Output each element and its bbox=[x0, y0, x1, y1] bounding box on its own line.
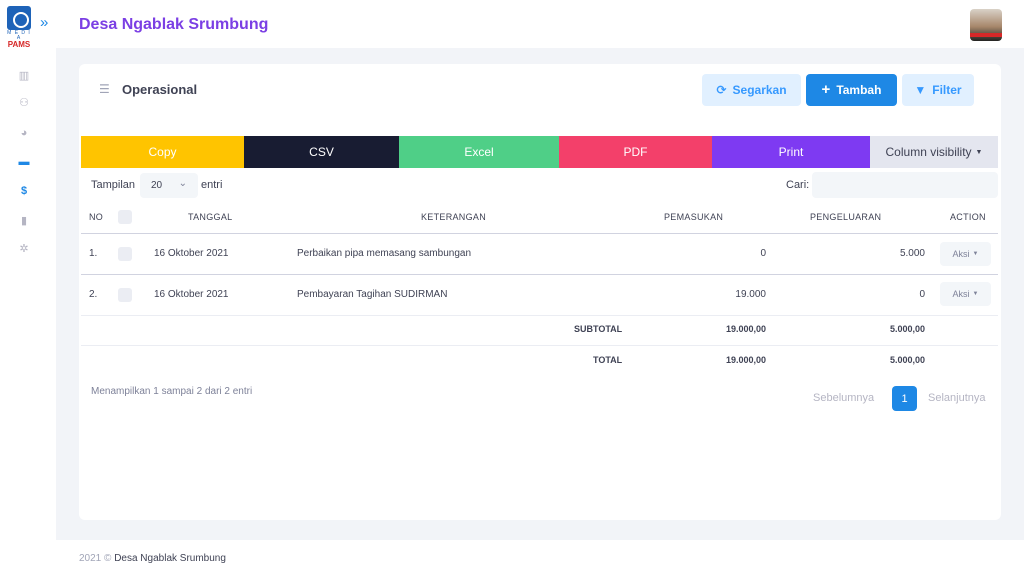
length-value: 20 bbox=[151, 180, 163, 191]
page-1-button[interactable]: 1 bbox=[892, 386, 917, 411]
operasional-card: ☰ Operasional ⟳ Segarkan + Tambah ▼ Filt… bbox=[79, 64, 1001, 520]
header-description: KETERANGAN bbox=[421, 212, 487, 222]
card-icon[interactable]: ▬ bbox=[18, 156, 30, 168]
select-all-checkbox[interactable] bbox=[118, 210, 132, 224]
excel-button[interactable]: Excel bbox=[399, 136, 559, 168]
row-divider bbox=[81, 315, 998, 316]
row-income: 0 bbox=[760, 248, 766, 259]
plus-icon: + bbox=[821, 81, 831, 98]
subtotal-expense: 5.000,00 bbox=[889, 324, 925, 334]
copyright-symbol: © bbox=[104, 553, 112, 564]
row-checkbox[interactable] bbox=[118, 288, 132, 302]
filter-icon: ▼ bbox=[914, 83, 927, 97]
header-date: TANGGAL bbox=[188, 212, 233, 222]
subtotal-divider bbox=[81, 345, 998, 346]
users-icon[interactable]: ⚇ bbox=[19, 97, 29, 109]
length-label: Tampilan bbox=[91, 179, 136, 191]
add-label: Tambah bbox=[836, 83, 882, 97]
refresh-icon: ⟳ bbox=[716, 83, 727, 97]
caret-down-icon: ▼ bbox=[972, 251, 979, 257]
filter-label: Filter bbox=[932, 83, 962, 97]
list-icon: ☰ bbox=[99, 82, 110, 96]
dollar-icon[interactable]: $ bbox=[20, 185, 28, 197]
sidebar: M E D I A PAMS » ▥ ⚇ ◕ ▬ $ ▮ ✲ bbox=[0, 0, 56, 576]
header-no: NO bbox=[89, 212, 104, 222]
footer-year: 2021 bbox=[79, 553, 102, 564]
total-expense: 5.000,00 bbox=[889, 355, 925, 365]
prev-page-button[interactable]: Sebelumnya bbox=[813, 392, 875, 404]
row-divider bbox=[81, 274, 998, 275]
row-date: 16 Oktober 2021 bbox=[154, 248, 229, 259]
caret-down-icon: ▼ bbox=[975, 148, 983, 156]
pdf-button[interactable]: PDF bbox=[559, 136, 712, 168]
user-avatar[interactable] bbox=[970, 9, 1002, 41]
subtotal-income: 19.000,00 bbox=[725, 324, 766, 334]
footer-name[interactable]: Desa Ngablak Srumbung bbox=[114, 553, 226, 564]
row-date: 16 Oktober 2021 bbox=[154, 289, 229, 300]
row-action-button[interactable]: Aksi ▼ bbox=[940, 242, 991, 266]
row-no: 2. bbox=[89, 289, 98, 300]
filter-button[interactable]: ▼ Filter bbox=[902, 74, 974, 106]
csv-button[interactable]: CSV bbox=[244, 136, 399, 168]
file-icon[interactable]: ▮ bbox=[20, 215, 28, 227]
length-suffix: entri bbox=[201, 179, 223, 191]
total-label: TOTAL bbox=[593, 355, 623, 365]
header-action: ACTION bbox=[950, 212, 986, 222]
footer-text: 2021 © Desa Ngablak Srumbung bbox=[79, 553, 226, 564]
row-checkbox[interactable] bbox=[118, 247, 132, 261]
column-visibility-button[interactable]: Column visibility ▼ bbox=[870, 136, 998, 168]
page-title: Desa Ngablak Srumbung bbox=[79, 16, 269, 33]
next-page-button[interactable]: Selanjutnya bbox=[928, 392, 986, 404]
add-button[interactable]: + Tambah bbox=[806, 74, 897, 106]
app-logo[interactable]: M E D I A PAMS bbox=[6, 6, 32, 49]
refresh-label: Segarkan bbox=[732, 83, 787, 97]
row-expense: 0 bbox=[919, 289, 925, 300]
row-income: 19.000 bbox=[735, 289, 766, 300]
copy-button[interactable]: Copy bbox=[81, 136, 244, 168]
footer: 2021 © Desa Ngablak Srumbung bbox=[56, 540, 1024, 576]
gear-icon[interactable]: ✲ bbox=[19, 243, 29, 255]
dashboard-icon[interactable]: ◕ bbox=[20, 127, 28, 139]
row-action-button[interactable]: Aksi ▼ bbox=[940, 282, 991, 306]
logo-emblem-icon bbox=[7, 6, 31, 30]
double-chevron-right-icon[interactable]: » bbox=[40, 14, 49, 31]
row-no: 1. bbox=[89, 248, 98, 259]
refresh-button[interactable]: ⟳ Segarkan bbox=[702, 74, 801, 106]
top-header: Desa Ngablak Srumbung bbox=[56, 0, 1024, 48]
length-select[interactable]: 20 ⌄ bbox=[140, 173, 198, 198]
search-input[interactable] bbox=[812, 172, 998, 198]
row-action-label: Aksi bbox=[952, 289, 970, 299]
row-expense: 5.000 bbox=[899, 248, 925, 259]
row-action-label: Aksi bbox=[952, 249, 970, 259]
column-visibility-label: Column visibility bbox=[885, 145, 972, 159]
subtotal-label: SUBTOTAL bbox=[574, 324, 623, 334]
chevron-down-icon: ⌄ bbox=[178, 178, 187, 189]
row-description: Perbaikan pipa memasang sambungan bbox=[297, 248, 471, 259]
print-button[interactable]: Print bbox=[712, 136, 870, 168]
logo-text: PAMS bbox=[7, 40, 31, 49]
caret-down-icon: ▼ bbox=[972, 291, 979, 297]
header-income: PEMASUKAN bbox=[664, 212, 724, 222]
total-income: 19.000,00 bbox=[725, 355, 766, 365]
header-expense: PENGELUARAN bbox=[810, 212, 882, 222]
chart-icon[interactable]: ▥ bbox=[18, 70, 30, 82]
header-divider bbox=[81, 233, 998, 234]
row-description: Pembayaran Tagihan SUDIRMAN bbox=[297, 289, 448, 300]
search-label: Cari: bbox=[786, 179, 810, 191]
table-info: Menampilkan 1 sampai 2 dari 2 entri bbox=[91, 386, 253, 397]
logo-subtext: M E D I A bbox=[7, 30, 31, 41]
card-title: Operasional bbox=[122, 82, 198, 97]
